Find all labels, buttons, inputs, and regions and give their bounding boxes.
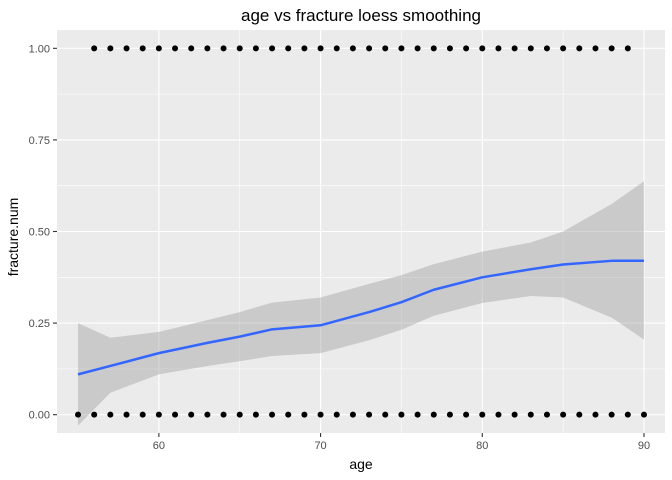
x-tick-label: 60	[153, 440, 165, 452]
data-point	[333, 45, 340, 52]
data-point	[285, 45, 292, 52]
data-point	[236, 411, 243, 418]
data-point	[172, 411, 179, 418]
data-point	[624, 411, 631, 418]
data-point	[172, 45, 179, 52]
data-point	[317, 411, 324, 418]
data-point	[511, 411, 518, 418]
data-point	[107, 45, 114, 52]
data-point	[398, 45, 405, 52]
data-point	[560, 411, 567, 418]
data-point	[188, 45, 195, 52]
data-point	[479, 45, 486, 52]
data-point	[382, 411, 389, 418]
data-point	[608, 45, 615, 52]
data-point	[107, 411, 114, 418]
data-point	[333, 411, 340, 418]
data-point	[349, 45, 356, 52]
data-point	[608, 411, 615, 418]
data-point	[463, 411, 470, 418]
data-point	[301, 411, 308, 418]
data-point	[317, 45, 324, 52]
data-point	[624, 45, 631, 52]
data-point	[236, 45, 243, 52]
data-point	[269, 411, 276, 418]
data-point	[269, 45, 276, 52]
data-point	[252, 45, 259, 52]
data-point	[139, 45, 146, 52]
data-point	[495, 45, 502, 52]
data-point	[382, 45, 389, 52]
data-points	[75, 45, 647, 418]
y-axis: 0.00 0.25 0.50 0.75 1.00	[29, 43, 57, 422]
data-point	[430, 45, 437, 52]
data-point	[446, 45, 453, 52]
data-point	[75, 411, 82, 418]
data-point	[576, 411, 583, 418]
y-tick-label: 0.75	[29, 135, 50, 147]
data-point	[479, 411, 486, 418]
data-point	[366, 45, 373, 52]
data-point	[592, 411, 599, 418]
y-tick-label: 0.00	[29, 410, 50, 422]
data-point	[285, 411, 292, 418]
y-tick-label: 0.50	[29, 227, 50, 239]
data-point	[446, 411, 453, 418]
data-point	[123, 45, 130, 52]
data-point	[349, 411, 356, 418]
data-point	[430, 411, 437, 418]
y-tick-label: 0.25	[29, 318, 50, 330]
data-point	[398, 411, 405, 418]
x-axis-title: age	[349, 456, 373, 472]
x-tick-label: 80	[476, 440, 488, 452]
data-point	[123, 411, 130, 418]
data-point	[414, 45, 421, 52]
data-point	[366, 411, 373, 418]
data-point	[560, 45, 567, 52]
data-point	[252, 411, 259, 418]
data-point	[592, 45, 599, 52]
data-point	[204, 411, 211, 418]
x-tick-label: 90	[638, 440, 650, 452]
data-point	[155, 45, 162, 52]
data-point	[463, 45, 470, 52]
loess-smooth-line	[77, 259, 644, 376]
data-point	[543, 411, 550, 418]
data-point	[640, 411, 647, 418]
data-point	[576, 45, 583, 52]
data-point	[495, 411, 502, 418]
data-point	[543, 45, 550, 52]
confidence-ribbon	[78, 181, 644, 426]
y-axis-title: fracture.num	[5, 198, 21, 277]
data-point	[220, 411, 227, 418]
chart-title: age vs fracture loess smoothing	[241, 6, 481, 25]
data-point	[91, 45, 98, 52]
data-point	[220, 45, 227, 52]
data-point	[527, 411, 534, 418]
x-tick-label: 70	[314, 440, 326, 452]
data-point	[139, 411, 146, 418]
data-point	[527, 45, 534, 52]
x-axis: 60 70 80 90	[153, 433, 650, 452]
data-point	[155, 411, 162, 418]
data-point	[188, 411, 195, 418]
data-point	[414, 411, 421, 418]
data-point	[204, 45, 211, 52]
y-tick-label: 1.00	[29, 43, 50, 55]
data-point	[511, 45, 518, 52]
data-point	[301, 45, 308, 52]
data-point	[91, 411, 98, 418]
